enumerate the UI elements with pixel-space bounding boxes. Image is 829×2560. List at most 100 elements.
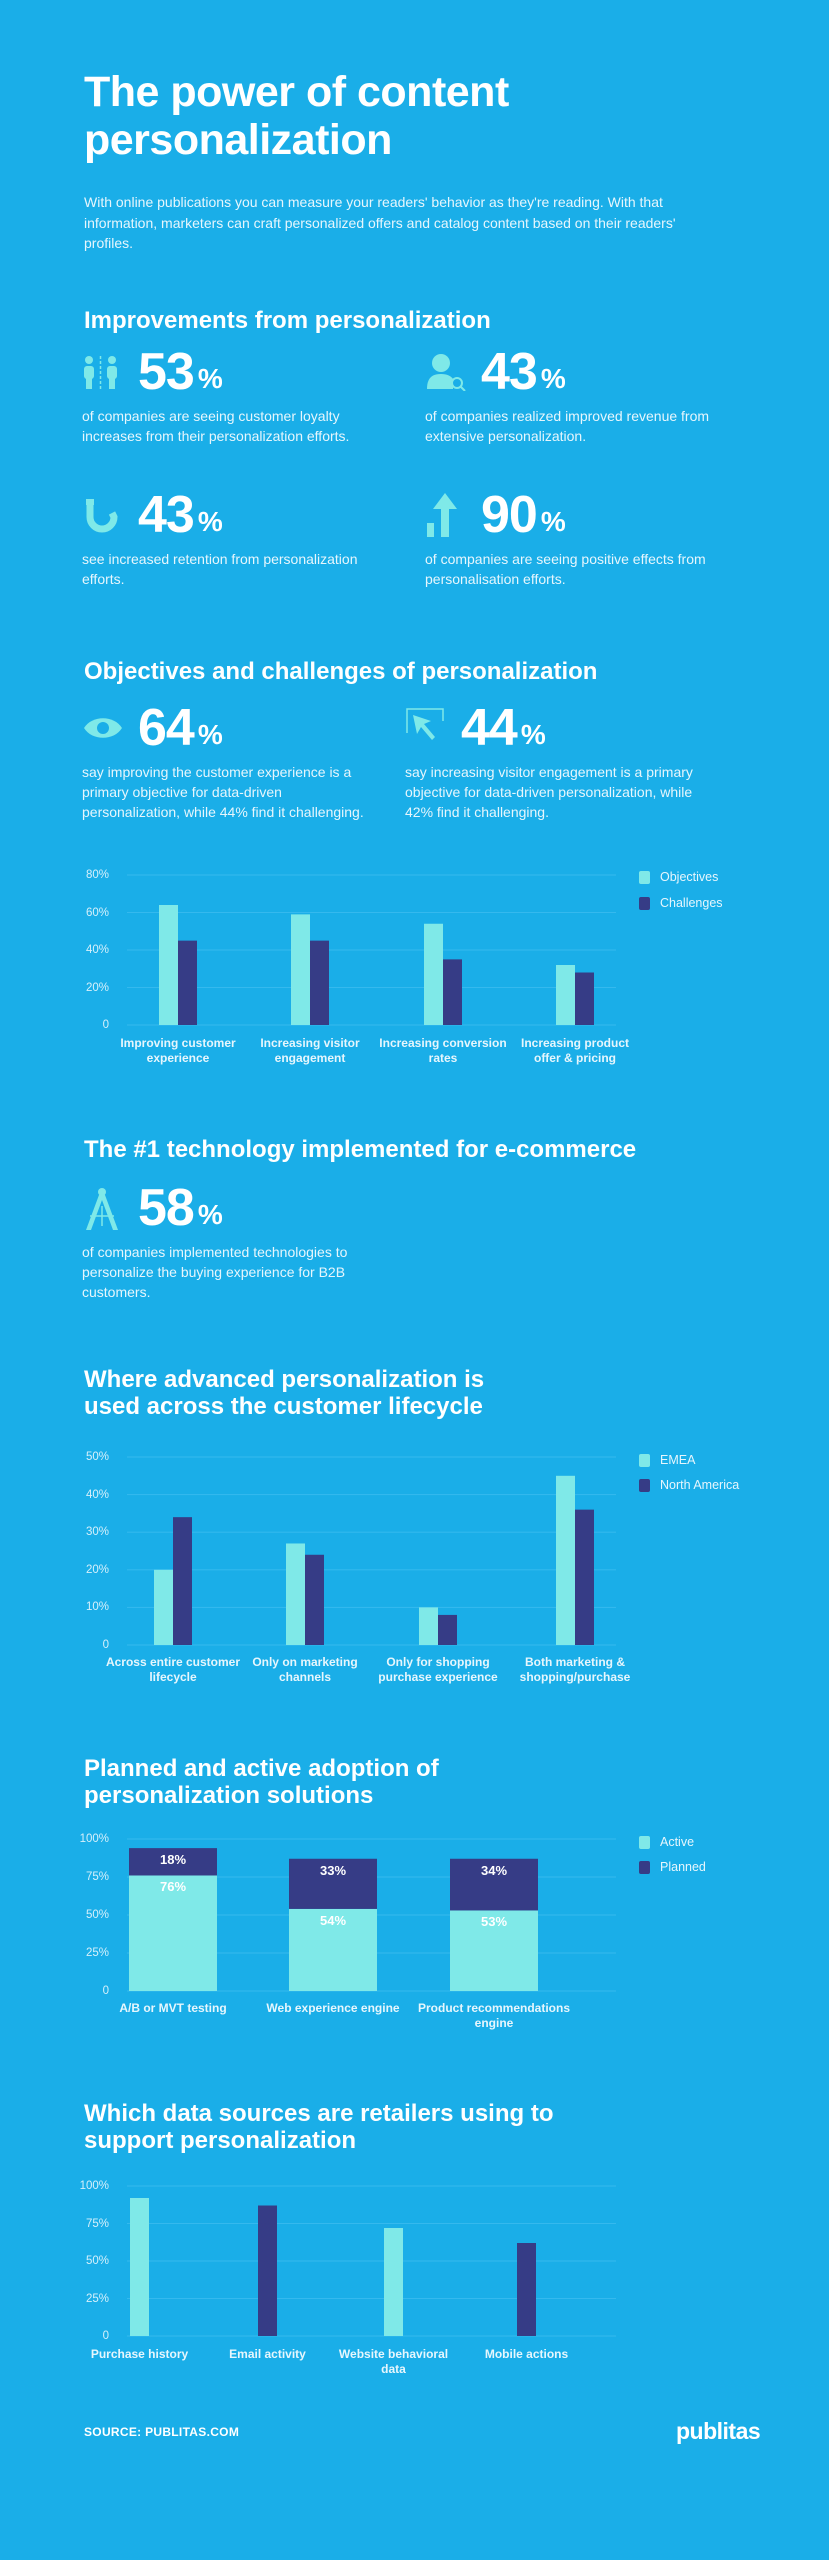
legend-label: Objectives: [660, 870, 719, 884]
bar-objectives: [291, 914, 310, 1025]
x-category-label: Increasing visitor engagement: [260, 1036, 360, 1065]
bar-north-america: [438, 1614, 457, 1645]
y-tick-label: 10%: [85, 1601, 109, 1614]
gridline: [127, 1606, 616, 1608]
x-category-label: Only on marketing channels: [252, 1655, 358, 1684]
stat-value: 43: [481, 343, 538, 401]
bar: [517, 2243, 536, 2336]
stat-description: say increasing visitor engagement is a p…: [405, 764, 693, 820]
intro-text: With online publications you can measure…: [84, 194, 676, 251]
stat-value: 43: [138, 486, 195, 544]
user-search-icon: [425, 352, 471, 392]
x-axis-line: [127, 1990, 616, 1992]
technology-heading: The #1 technology implemented for e-comm…: [84, 1136, 637, 1163]
legend-swatch: [639, 871, 650, 884]
y-tick-label: 25%: [85, 2292, 109, 2305]
bar-north-america: [305, 1554, 324, 1645]
bar-objectives: [159, 905, 178, 1025]
improvements-heading: Improvements from personalization: [84, 307, 491, 334]
bar-value-label: 18%: [159, 1852, 187, 1868]
source-credit: SOURCE: PUBLITAS.COM: [84, 2425, 240, 2439]
y-tick-label: 25%: [85, 1947, 109, 1959]
bar-emea: [556, 1475, 575, 1645]
cursor-icon: [405, 708, 451, 748]
stat-description: of companies implemented technologies to…: [82, 1244, 348, 1300]
stat-unit: %: [540, 506, 566, 537]
page-title: The power of content personalization: [84, 68, 509, 164]
y-tick-label: 100%: [79, 2180, 109, 2192]
y-tick-label: 100%: [79, 1833, 109, 1845]
legend-label: North America: [660, 1478, 740, 1492]
sources-heading: Which data sources are retailers using t…: [84, 2100, 554, 2154]
bar-value-label: 76%: [159, 1879, 187, 1895]
bar-emea: [419, 1607, 438, 1645]
x-axis-line: [127, 2335, 616, 2337]
y-tick-label: 75%: [85, 1871, 109, 1883]
x-category-label: Website behavioral data: [338, 2347, 449, 2376]
bar: [130, 2198, 149, 2336]
x-category-label: Mobile actions: [484, 2347, 569, 2361]
legend-label: EMEA: [660, 1453, 696, 1467]
x-category-label: Email activity: [229, 2347, 306, 2361]
y-tick-label: 40%: [85, 944, 109, 956]
legend-swatch: [639, 1454, 650, 1467]
gridline: [127, 1494, 616, 1496]
stat-value: 64: [138, 699, 195, 757]
bar-value-label: 33%: [319, 1862, 347, 1878]
eye-icon: [82, 708, 128, 748]
y-tick-label: 80%: [85, 869, 109, 881]
stat-unit: %: [197, 506, 223, 537]
y-tick-label: 75%: [85, 2217, 109, 2230]
x-category-label: Product recommendations engine: [417, 2001, 571, 2030]
x-category-label: Purchase history: [90, 2347, 189, 2361]
objectives-heading: Objectives and challenges of personaliza…: [84, 658, 598, 685]
bar-emea: [286, 1543, 305, 1645]
x-category-label: Both marketing & shopping/purchase: [519, 1655, 631, 1684]
stat-value: 90: [481, 486, 538, 544]
stat-unit: %: [540, 363, 566, 394]
bar-challenges: [575, 972, 594, 1025]
stat-revenue: 43% of companies realized improved reven…: [425, 344, 745, 446]
stat-description: see increased retention from personaliza…: [82, 551, 358, 587]
bar-north-america: [575, 1509, 594, 1645]
stat-value: 58: [138, 1179, 195, 1237]
magnet-icon: [82, 495, 128, 535]
gridline: [127, 2185, 616, 2187]
adoption-heading: Planned and active adoption of personali…: [84, 1755, 439, 1809]
bar-challenges: [443, 959, 462, 1025]
stat-positive-effects: 90% of companies are seeing positive eff…: [425, 487, 745, 589]
y-tick-label: 0: [102, 1639, 109, 1651]
stat-value: 53: [138, 343, 195, 401]
stat-retention: 43% see increased retention from persona…: [82, 487, 402, 589]
bar-objectives: [556, 965, 575, 1025]
bar-objectives: [424, 923, 443, 1025]
x-category-label: Improving customer experience: [120, 1036, 236, 1065]
publitas-logo: publitas: [676, 2418, 761, 2444]
legend-swatch: [639, 1479, 650, 1492]
y-tick-label: 20%: [85, 1563, 109, 1576]
growth-arrow-icon: [425, 493, 471, 537]
y-tick-label: 60%: [85, 906, 109, 919]
y-tick-label: 20%: [85, 981, 109, 994]
stat-description: of companies realized improved revenue f…: [425, 408, 710, 444]
bar-challenges: [310, 940, 329, 1025]
stat-unit: %: [520, 719, 546, 750]
x-category-label: A/B or MVT testing: [119, 2001, 227, 2015]
bar: [258, 2205, 277, 2336]
legend-swatch: [639, 897, 650, 910]
gridline: [127, 1952, 616, 1954]
y-tick-label: 0: [102, 2330, 109, 2342]
people-icon: [82, 352, 128, 392]
stat-visitor-engagement: 44% say increasing visitor engagement is…: [405, 700, 725, 822]
gridline: [127, 2298, 616, 2299]
gridline: [127, 912, 616, 913]
legend-swatch: [639, 1861, 650, 1874]
gridline: [127, 1569, 616, 1571]
lifecycle-heading: Where advanced personalization is used a…: [84, 1366, 485, 1420]
bar-challenges: [178, 940, 197, 1025]
stat-description: say improving the customer experience is…: [82, 764, 364, 820]
x-axis-line: [127, 1024, 616, 1026]
stat-value: 44: [461, 699, 518, 757]
x-category-label: Web experience engine: [266, 2001, 400, 2015]
stat-technology: 58% of companies implemented technologie…: [82, 1180, 402, 1302]
